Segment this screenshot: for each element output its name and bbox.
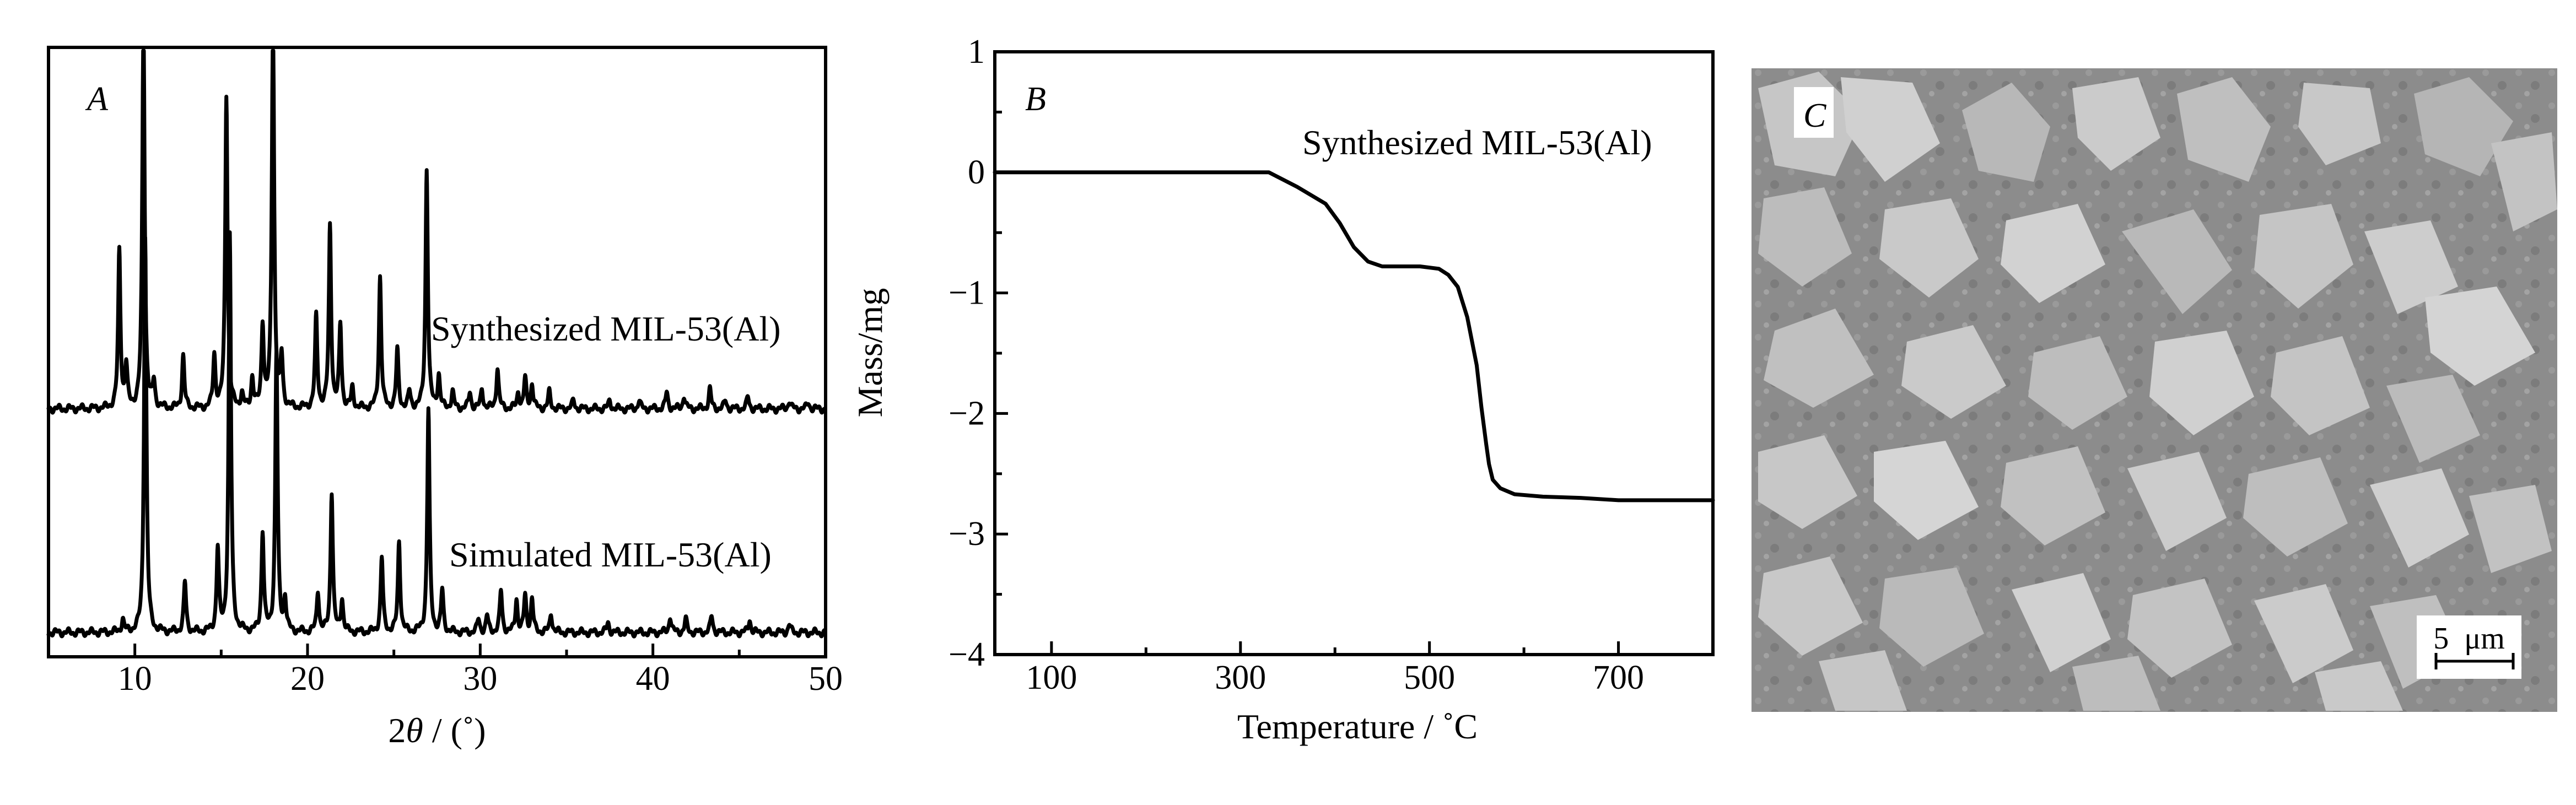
panel-a-series-1-line bbox=[46, 230, 827, 639]
panel-a-x-ticks bbox=[47, 644, 827, 657]
panel-a-x-tick-labels: 10 20 30 40 50 bbox=[118, 660, 843, 698]
panel-b-x-tick-label: 500 bbox=[1404, 659, 1455, 696]
panel-a-x-tick-label: 40 bbox=[636, 660, 670, 698]
panel-b-x-tick-label: 700 bbox=[1593, 659, 1644, 696]
panel-c-label-box bbox=[1794, 87, 1834, 138]
panel-a-x-axis-title: 2θ / (˚) bbox=[388, 711, 486, 750]
panel-a-xrd-chart: 10 20 30 40 50 A Synthesized MIL-53(Al) Simu… bbox=[46, 46, 843, 750]
panel-a-x-tick-label: 30 bbox=[463, 660, 497, 698]
panel-b-y-tick-label: 0 bbox=[968, 154, 985, 191]
panel-b-y-tick-label: −1 bbox=[949, 274, 985, 312]
panel-b-x-tick-label: 100 bbox=[1026, 659, 1077, 696]
panel-b-mass-curve bbox=[993, 170, 1715, 503]
panel-b-ticks bbox=[995, 50, 1715, 656]
panel-a-series-0-line bbox=[46, 48, 827, 415]
panel-a-label: A bbox=[85, 80, 109, 118]
panel-b-annotation: Synthesized MIL-53(Al) bbox=[1302, 123, 1652, 162]
panel-b-x-tick-label: 300 bbox=[1215, 659, 1266, 696]
panel-a-x-axis-prefix: 2 bbox=[388, 711, 406, 750]
scale-bar bbox=[2434, 653, 2515, 669]
panel-a-x-axis-unit: / (˚) bbox=[423, 711, 486, 750]
panel-b-y-tick-label: −2 bbox=[949, 395, 985, 432]
panel-b-y-tick-label: −4 bbox=[949, 636, 985, 673]
panel-c-label: C bbox=[1803, 97, 1826, 134]
panel-b-x-axis-title: Temperature / ˚C bbox=[1237, 707, 1478, 746]
panel-a-plot-frame bbox=[47, 46, 827, 658]
panel-b-tick-labels: 100 300 500 700 1 0 −1 −2 −3 −4 bbox=[949, 33, 1644, 696]
panel-a-curves bbox=[46, 48, 827, 639]
panel-a-series-label-simulated: Simulated MIL-53(Al) bbox=[449, 535, 772, 574]
panel-a-x-axis-symbol: θ bbox=[406, 711, 423, 750]
panel-a-x-tick-label: 20 bbox=[290, 660, 325, 698]
panel-c-sem-image: C 5 μm bbox=[1752, 68, 2557, 712]
panel-a-x-tick-label: 10 bbox=[118, 660, 152, 698]
panel-b-curves bbox=[993, 170, 1715, 503]
panel-a-x-tick-label: 50 bbox=[809, 660, 843, 698]
panel-b-y-tick-label: −3 bbox=[949, 515, 985, 553]
scale-bar-label: 5 μm bbox=[2433, 622, 2505, 656]
panel-b-y-axis-title: Mass/mg bbox=[850, 288, 890, 418]
panel-b-tga-chart: 100 300 500 700 1 0 −1 −2 −3 −4 B Synthesized MIL… bbox=[850, 33, 1715, 746]
panel-b-y-tick-label: 1 bbox=[968, 33, 985, 71]
panel-a-series-label-synthesized: Synthesized MIL-53(Al) bbox=[431, 309, 781, 348]
panel-b-label: B bbox=[1025, 80, 1046, 118]
scale-bar-box bbox=[2417, 615, 2521, 679]
